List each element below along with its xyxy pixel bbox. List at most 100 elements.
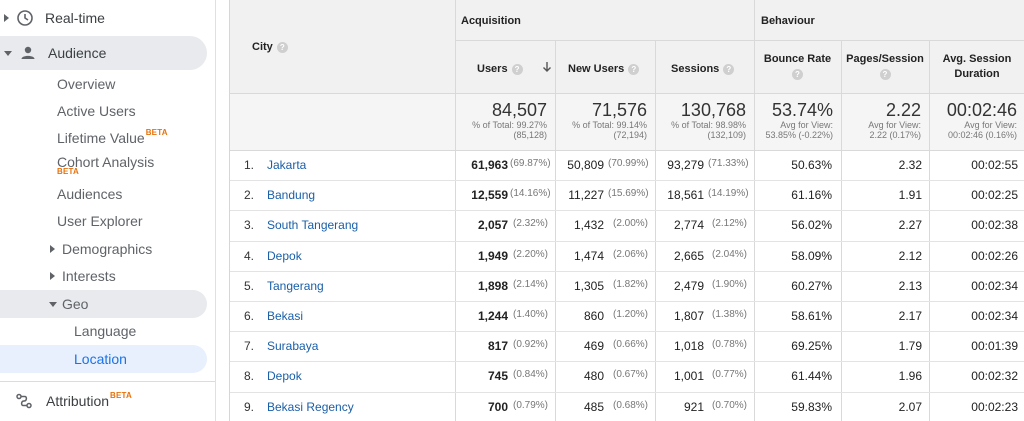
sessions-value: 18,561 xyxy=(667,188,704,202)
help-icon[interactable]: ? xyxy=(879,68,891,80)
nav-item-attribution[interactable]: Attribution BETA xyxy=(15,387,132,415)
sidebar-divider xyxy=(0,381,215,382)
header-divider xyxy=(455,40,1024,41)
city-link[interactable]: Depok xyxy=(267,369,302,383)
new-users-percent: (2.06%) xyxy=(612,249,648,260)
bounce-rate-column-label: Bounce Rate xyxy=(763,53,832,65)
bounce-rate-value: 50.63% xyxy=(791,158,832,172)
nav-label-overview: Overview xyxy=(57,76,116,92)
total-bounce-rate-avg: 53.85% (-0.22%) xyxy=(765,130,833,140)
row-index: 6. xyxy=(244,309,255,323)
nav-item-audiences[interactable]: Audiences xyxy=(57,180,122,208)
bounce-rate-value: 60.27% xyxy=(791,279,832,293)
clock-icon xyxy=(17,10,33,26)
help-icon[interactable]: ? xyxy=(276,41,288,53)
city-link[interactable]: Tangerang xyxy=(267,279,324,293)
nav-item-audience[interactable]: Audience xyxy=(4,39,106,67)
total-users: 84,507 xyxy=(491,100,547,120)
new-users-value: 1,474 xyxy=(573,249,604,263)
pages-session-value: 2.27 xyxy=(898,218,922,232)
nav-label-active-users: Active Users xyxy=(57,103,136,119)
row-index: 1. xyxy=(244,158,255,172)
city-column-header[interactable]: City? xyxy=(252,40,288,55)
acquisition-group-header: Acquisition xyxy=(461,15,521,27)
sessions-percent: (71.33%) xyxy=(708,158,749,169)
totals-bottom-divider xyxy=(230,150,1024,151)
bounce-rate-column-header[interactable]: Bounce Rate ? xyxy=(754,52,841,82)
sessions-value: 921 xyxy=(683,400,704,414)
sessions-percent: (0.78%) xyxy=(711,339,747,350)
help-icon[interactable]: ? xyxy=(723,63,735,75)
row-divider xyxy=(230,271,1024,272)
beta-badge: BETA xyxy=(57,167,79,176)
avg-duration-value: 00:02:32 xyxy=(971,369,1018,383)
avg-session-duration-label-line2: Duration xyxy=(954,68,1000,80)
nav-item-user-explorer[interactable]: User Explorer xyxy=(57,207,143,235)
users-percent: (0.79%) xyxy=(512,400,548,411)
nav-label-geo: Geo xyxy=(62,296,89,312)
city-link[interactable]: Surabaya xyxy=(267,339,319,353)
sessions-value: 1,807 xyxy=(673,309,704,323)
beta-badge: BETA xyxy=(145,127,168,137)
nav-label-attribution: Attribution xyxy=(46,393,110,409)
users-percent: (0.84%) xyxy=(512,369,548,380)
nav-item-geo[interactable]: Geo xyxy=(49,290,88,318)
nav-item-cohort-analysis[interactable]: Cohort Analysis xyxy=(57,148,154,176)
city-link[interactable]: Bandung xyxy=(267,188,316,202)
row-divider xyxy=(230,301,1024,302)
users-value: 12,559 xyxy=(471,188,508,202)
help-icon[interactable]: ? xyxy=(628,63,640,75)
nav-item-demographics[interactable]: Demographics xyxy=(50,235,152,263)
city-link[interactable]: Depok xyxy=(267,249,302,263)
sessions-value: 1,018 xyxy=(673,339,704,353)
users-percent: (69.87%) xyxy=(510,158,551,169)
pages-session-value: 1.96 xyxy=(898,369,922,383)
nav-item-interests[interactable]: Interests xyxy=(50,262,116,290)
nav-item-location[interactable]: Location xyxy=(74,345,127,373)
users-column-header[interactable]: Users? xyxy=(477,62,523,77)
column-divider xyxy=(555,40,556,421)
total-bounce-rate: 53.74% xyxy=(771,100,833,120)
row-index: 7. xyxy=(244,339,255,353)
nav-item-realtime[interactable]: Real-time xyxy=(4,4,105,32)
location-active-bg xyxy=(0,345,207,373)
caret-right-icon xyxy=(50,245,55,253)
row-divider xyxy=(230,331,1024,332)
bounce-rate-value: 58.61% xyxy=(791,309,832,323)
city-link[interactable]: Bekasi Regency xyxy=(267,400,354,414)
users-percent: (2.32%) xyxy=(512,218,548,229)
sessions-value: 1,001 xyxy=(673,369,704,383)
avg-duration-value: 00:02:34 xyxy=(971,309,1018,323)
nav-item-overview[interactable]: Overview xyxy=(57,70,115,98)
nav-label-lifetime-value: Lifetime Value xyxy=(57,130,145,146)
avg-duration-value: 00:02:26 xyxy=(971,249,1018,263)
sessions-value: 2,665 xyxy=(673,249,704,263)
bounce-rate-value: 61.44% xyxy=(791,369,832,383)
new-users-value: 469 xyxy=(583,339,604,353)
city-link[interactable]: South Tangerang xyxy=(267,218,359,232)
caret-down-icon xyxy=(4,50,12,56)
help-icon[interactable]: ? xyxy=(511,63,523,75)
users-percent: (14.16%) xyxy=(510,188,551,199)
new-users-value: 11,227 xyxy=(568,188,604,202)
nav-item-language[interactable]: Language xyxy=(74,317,136,345)
nav-item-lifetime-value[interactable]: Lifetime Value BETA xyxy=(57,124,168,152)
nav-item-active-users[interactable]: Active Users xyxy=(57,97,136,125)
column-divider xyxy=(841,40,842,421)
column-divider xyxy=(655,40,656,421)
sessions-column-header[interactable]: Sessions? xyxy=(671,62,735,77)
person-icon xyxy=(21,46,35,59)
total-new-users: 71,576 xyxy=(591,100,647,120)
row-divider xyxy=(230,392,1024,393)
new-users-column-header[interactable]: New Users? xyxy=(568,62,640,77)
pages-session-column-header[interactable]: Pages/Session ? xyxy=(841,52,929,82)
arrow-down-icon[interactable] xyxy=(542,61,552,73)
avg-duration-value: 00:02:55 xyxy=(971,158,1018,172)
city-link[interactable]: Bekasi xyxy=(267,309,304,323)
new-users-percent: (1.82%) xyxy=(612,279,648,290)
avg-session-duration-label-line1: Avg. Session xyxy=(942,53,1012,65)
city-link[interactable]: Jakarta xyxy=(267,158,307,172)
help-icon[interactable]: ? xyxy=(792,68,803,80)
avg-session-duration-column-header[interactable]: Avg. Session Duration xyxy=(929,52,1024,82)
sessions-percent: (0.70%) xyxy=(711,400,747,411)
